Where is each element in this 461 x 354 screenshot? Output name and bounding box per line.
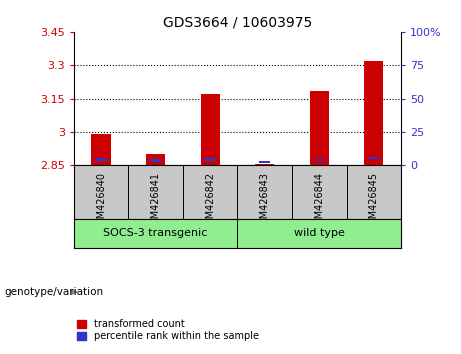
Text: genotype/variation: genotype/variation: [5, 287, 104, 297]
Bar: [364, 61, 384, 165]
Text: SOCS-3 transgenic: SOCS-3 transgenic: [103, 228, 208, 238]
Bar: [313, 159, 325, 161]
Bar: [91, 134, 111, 165]
Bar: [146, 154, 165, 165]
Text: GSM426841: GSM426841: [151, 172, 160, 231]
Text: GSM426842: GSM426842: [205, 172, 215, 231]
Bar: [255, 164, 274, 165]
Text: GSM426843: GSM426843: [260, 172, 270, 231]
Bar: [150, 159, 161, 162]
Bar: [368, 157, 379, 159]
Bar: [259, 161, 271, 164]
Bar: [204, 158, 216, 161]
Bar: [310, 91, 329, 165]
Text: GSM426844: GSM426844: [314, 172, 324, 231]
Legend: transformed count, percentile rank within the sample: transformed count, percentile rank withi…: [77, 318, 260, 342]
Text: GSM426840: GSM426840: [96, 172, 106, 231]
Title: GDS3664 / 10603975: GDS3664 / 10603975: [163, 15, 312, 29]
Bar: [95, 158, 107, 161]
Bar: [201, 94, 220, 165]
Text: wild type: wild type: [294, 228, 345, 238]
Text: GSM426845: GSM426845: [369, 172, 379, 231]
